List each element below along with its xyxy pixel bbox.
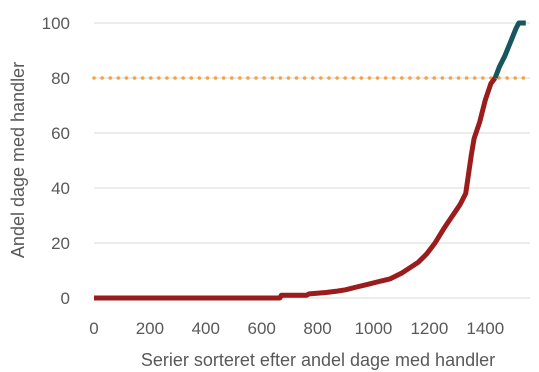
y-tick-label: 80: [51, 69, 70, 88]
y-tick-label: 20: [51, 234, 70, 253]
x-tick-label: 1000: [355, 319, 393, 338]
x-tick-label: 400: [192, 319, 220, 338]
y-tick-labels: 0 20 40 60 80 100: [42, 14, 70, 308]
y-tick-label: 40: [51, 179, 70, 198]
x-tick-label: 200: [136, 319, 164, 338]
x-tick-labels: 0 200 400 600 800 1000 1200 1400: [89, 319, 504, 338]
x-tick-label: 0: [89, 319, 98, 338]
x-tick-label: 800: [303, 319, 331, 338]
series-group: [94, 20, 526, 301]
y-tick-label: 60: [51, 124, 70, 143]
y-tick-label: 100: [42, 14, 70, 33]
x-tick-label: 600: [248, 319, 276, 338]
x-tick-label: 1200: [410, 319, 448, 338]
series-line-2: [492, 20, 526, 79]
y-axis-title: Andel dage med handler: [8, 62, 28, 258]
series-line-1: [94, 76, 498, 301]
x-tick-label: 1400: [466, 319, 504, 338]
x-axis-title: Serier sorteret efter andel dage med han…: [141, 350, 495, 370]
y-tick-label: 0: [61, 289, 70, 308]
gridlines: [94, 22, 530, 299]
